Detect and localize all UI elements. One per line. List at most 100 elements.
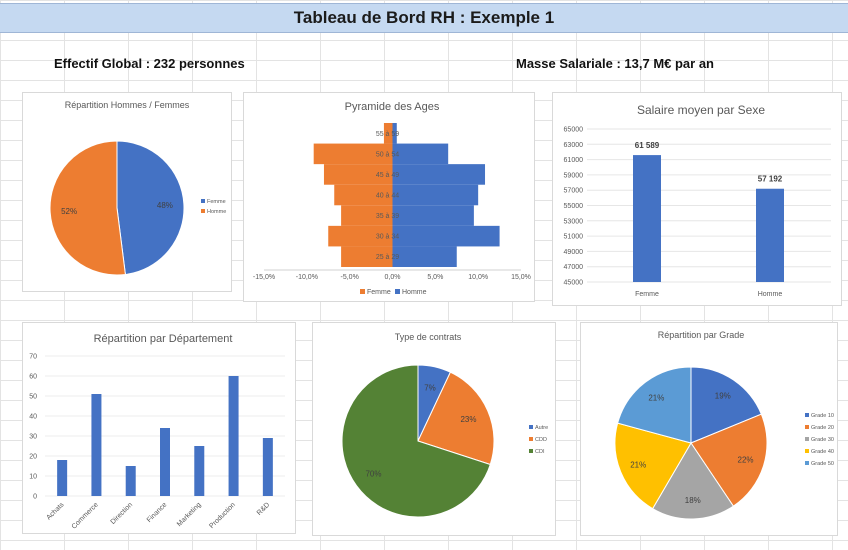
x-tick-label-achats: Achats [45,501,65,521]
pie-slice-cdd [417,371,495,466]
data-label-grade-40: 21% [630,461,646,470]
legend-swatch-homme [395,289,400,294]
bar-femme [633,155,661,282]
bar-homme-55-59 [392,123,397,144]
dashboard-title: Tableau de Bord RH : Exemple 1 [0,3,848,33]
contracts-chart: Type de contrats 7% 23% 70% Autre CDD CDI [341,332,548,518]
x-tick-label: 15,0% [511,274,531,281]
category-label-25-29: 25 à 29 [376,254,399,261]
bar-homme-30-34 [392,225,500,247]
pie-slice-homme [49,140,126,276]
bar-homme-40-44 [392,184,479,206]
x-tick-label-production: Production [208,501,237,530]
bar-homme-35-39 [392,205,474,226]
chart-title: Salaire moyen par Sexe [637,103,765,117]
y-tick-label: 40 [29,414,37,421]
category-label-45-49: 45 à 49 [376,172,399,179]
legend-item-homme: Homme [207,209,226,215]
pie-slice-grade-40 [614,422,692,510]
legend-item-grade-30: Grade 30 [811,437,834,443]
chart-title: Répartition par Département [94,333,233,345]
bar-homme-45-49 [392,164,486,185]
pie-slice-grade-20 [690,413,768,507]
bar-femme-55-59 [383,123,393,144]
x-tick-label: 0,0% [385,274,401,281]
gender-chart-panel: Répartition Hommes / Femmes 48% 52% Femme Ho… [22,92,232,292]
salary-chart-panel: Salaire moyen par Sexe 45000 47000 49000 510… [552,92,842,306]
chart-title: Répartition par Grade [658,330,745,340]
chart-title: Répartition Hommes / Femmes [65,100,190,110]
data-label-grade-10: 19% [715,392,731,401]
bar-femme-45-49 [323,164,393,185]
x-tick-label-femme: Femme [635,291,659,298]
bar-marketing [194,446,205,496]
data-label-homme: 52% [61,207,77,216]
x-tick-label-marketing: Marketing [176,501,203,528]
chart-title: Pyramide des Ages [345,101,440,113]
y-tick-label: 60 [29,374,37,381]
x-tick-label-direction: Direction [110,501,135,526]
pie-slice-cdi [341,364,491,518]
x-tick-label: -10,0% [296,274,318,281]
legend-item-femme: Femme [207,199,226,205]
legend-item-femme: Femme [367,289,391,296]
x-tick-label-finance: Finance [146,501,169,524]
y-tick-label: 0 [33,494,37,501]
x-tick-label: 5,0% [427,274,443,281]
x-tick-label: -5,0% [341,274,359,281]
x-tick-label: -15,0% [253,274,275,281]
legend-item-homme: Homme [402,289,427,296]
pie-slice-grade-10 [690,366,762,444]
bar-femme-50-54 [313,143,393,165]
bar-finance [160,428,170,496]
legend-item-autre: Autre [535,425,548,431]
chart-title: Type de contrats [395,332,462,342]
grades-chart-panel: Répartition par Grade 19% 22% 18% 21% 21% Grad… [580,322,838,536]
y-tick-label: 57000 [564,188,584,195]
legend-swatch-femme [360,289,365,294]
y-tick-label: 65000 [564,127,584,134]
grades-chart: Répartition par Grade 19% 22% 18% 21% 21% Grad… [614,330,834,520]
legend-item-cdd: CDD [535,437,547,443]
pie-slice-grade-50 [617,366,692,444]
legend-item-grade-10: Grade 10 [811,413,834,419]
bar-homme-50-54 [392,143,449,165]
bar-femme-40-44 [334,184,393,206]
bar-homme-25-29 [392,246,457,267]
headcount-kpi: Effectif Global : 232 personnes [54,56,245,71]
y-tick-label: 55000 [564,203,584,210]
payroll-kpi: Masse Salariale : 13,7 M€ par an [516,56,714,71]
y-tick-label: 53000 [564,218,584,225]
bar-homme [756,188,784,282]
data-label-femme: 61 589 [635,141,660,150]
y-tick-label: 49000 [564,249,584,256]
departments-chart-panel: Répartition par Département 0 10 20 30 40 50 60… [22,322,296,534]
legend-item-grade-40: Grade 40 [811,449,834,455]
y-tick-label: 30 [29,434,37,441]
bar-femme-25-29 [341,246,393,267]
age-pyramid-chart: Pyramide des Ages 25 à 29 30 à 34 35 à 39 40… [253,101,531,296]
data-label-grade-50: 21% [648,394,664,403]
legend-item-grade-50: Grade 50 [811,461,834,467]
pie-slice-femme [116,140,185,276]
legend-swatch-femme [201,199,205,203]
y-tick-label: 63000 [564,142,584,149]
legend-swatch-grade-50 [805,461,809,465]
departments-chart: Répartition par Département 0 10 20 30 40 50 60… [29,333,285,531]
age-pyramid-panel: Pyramide des Ages 25 à 29 30 à 34 35 à 39 40… [243,92,535,302]
bar-production [228,376,239,496]
x-tick-label-commerce: Commerce [71,501,100,530]
salary-chart: Salaire moyen par Sexe 45000 47000 49000 510… [564,103,831,298]
bar-femme-35-39 [341,205,393,226]
gender-chart: Répartition Hommes / Femmes 48% 52% Femme Ho… [49,100,226,276]
y-tick-label: 59000 [564,172,584,179]
x-tick-label-r-d: R&D [256,501,271,516]
legend-swatch-grade-20 [805,425,809,429]
bar-achats [57,460,68,496]
category-label-35-39: 35 à 39 [376,213,399,220]
bar-femme-30-34 [328,225,393,247]
y-tick-label: 61000 [564,157,584,164]
bar-commerce [91,394,102,496]
legend-swatch-cdi [529,449,533,453]
data-label-cdd: 23% [460,415,476,424]
